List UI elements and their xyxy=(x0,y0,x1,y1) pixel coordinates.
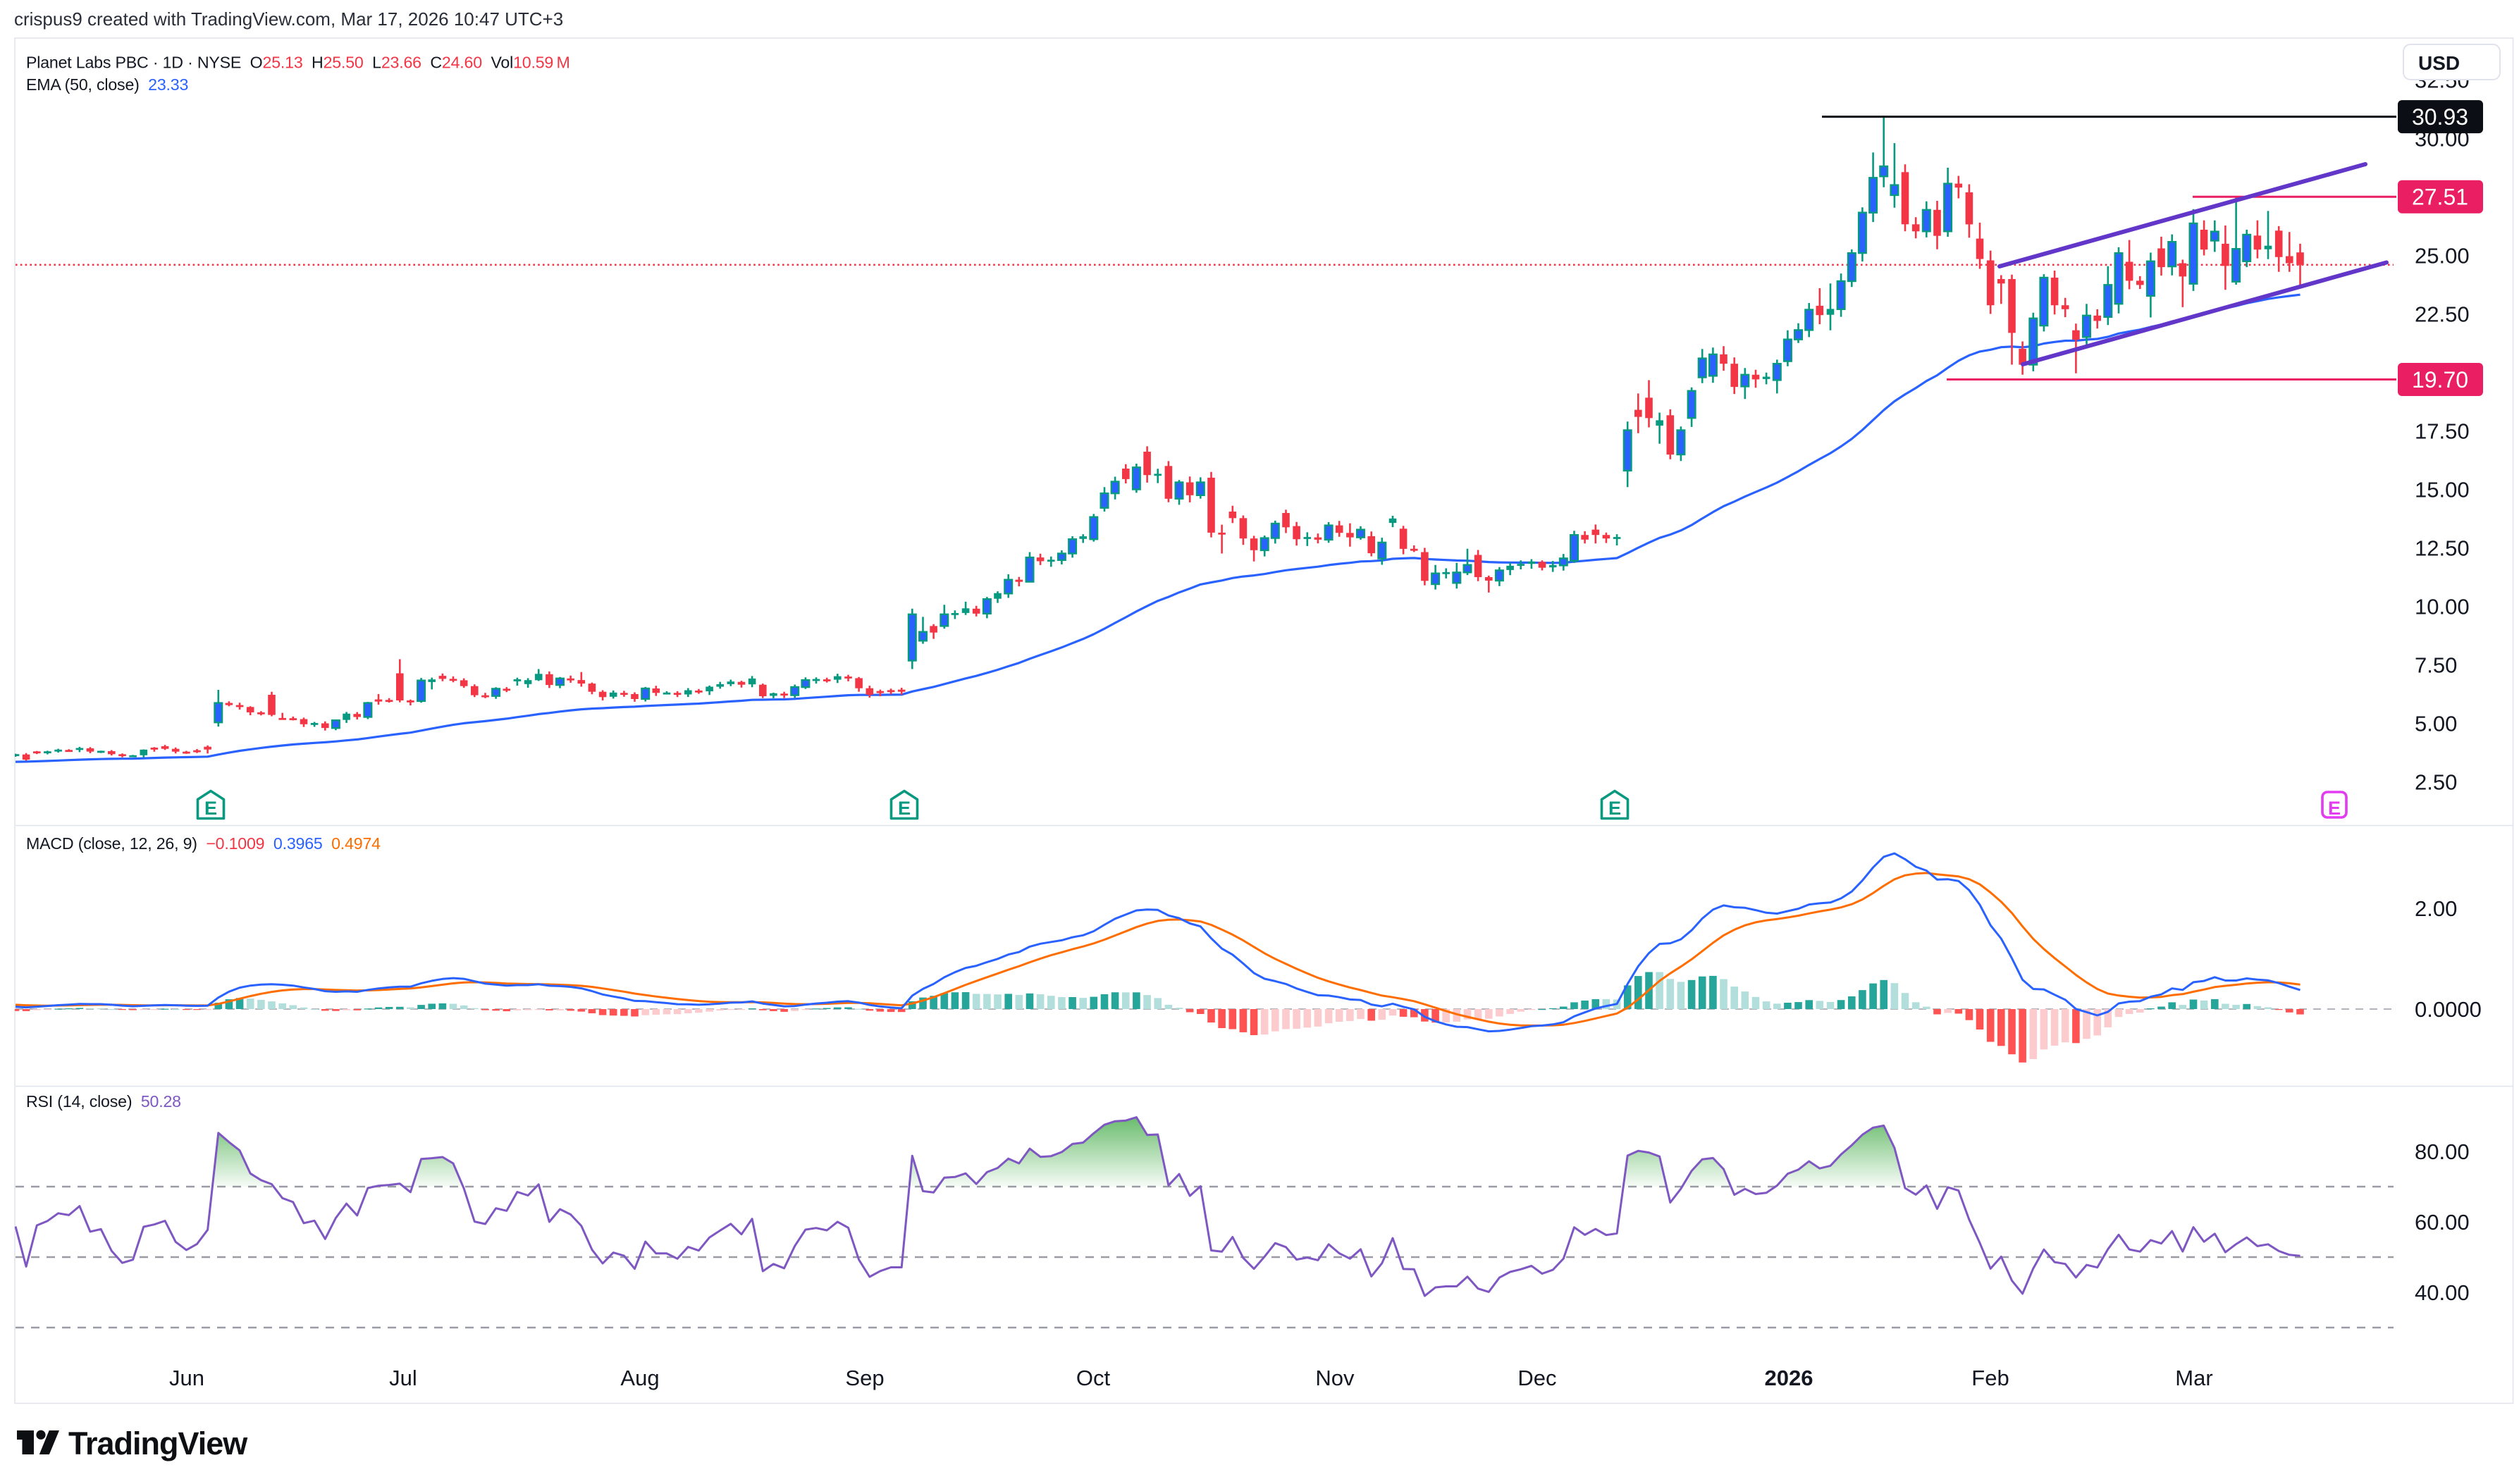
svg-text:2.00: 2.00 xyxy=(2415,896,2457,921)
svg-text:15.00: 15.00 xyxy=(2415,478,2470,502)
svg-text:7.50: 7.50 xyxy=(2415,653,2457,678)
svg-text:19.70: 19.70 xyxy=(2412,367,2468,392)
svg-text:EMA (50, close) 23.33: EMA (50, close) 23.33 xyxy=(26,75,188,94)
svg-text:27.51: 27.51 xyxy=(2412,185,2468,210)
svg-text:USD: USD xyxy=(2418,52,2460,74)
svg-text:Jul: Jul xyxy=(389,1366,417,1390)
svg-text:Aug: Aug xyxy=(620,1366,659,1390)
svg-text:crispus9 created with TradingV: crispus9 created with TradingView.com, M… xyxy=(14,8,563,30)
svg-text:0.0000: 0.0000 xyxy=(2415,997,2482,1022)
svg-text:E: E xyxy=(898,798,911,819)
svg-text:60.00: 60.00 xyxy=(2415,1210,2470,1235)
svg-text:E: E xyxy=(1608,798,1621,819)
svg-text:80.00: 80.00 xyxy=(2415,1139,2470,1164)
svg-text:E: E xyxy=(204,798,217,819)
svg-text:Feb: Feb xyxy=(1971,1366,2009,1390)
svg-text:10.00: 10.00 xyxy=(2415,595,2470,619)
svg-text:22.50: 22.50 xyxy=(2415,302,2470,327)
svg-text:RSI (14, close) 50.28: RSI (14, close) 50.28 xyxy=(26,1092,181,1111)
svg-text:12.50: 12.50 xyxy=(2415,536,2470,561)
svg-text:Sep: Sep xyxy=(845,1366,884,1390)
svg-text:17.50: 17.50 xyxy=(2415,419,2470,444)
svg-text:Nov: Nov xyxy=(1315,1366,1355,1390)
svg-text:2.50: 2.50 xyxy=(2415,770,2457,795)
svg-text:2026: 2026 xyxy=(1765,1366,1813,1390)
svg-text:Mar: Mar xyxy=(2175,1366,2212,1390)
svg-text:5.00: 5.00 xyxy=(2415,712,2457,736)
svg-text:25.00: 25.00 xyxy=(2415,244,2470,268)
svg-text:Planet Labs PBC · 1D · NYSE O: Planet Labs PBC · 1D · NYSE O25.13 H25.5… xyxy=(26,54,570,72)
svg-text:MACD (close, 12, 26, 9) −0.10: MACD (close, 12, 26, 9) −0.1009 0.3965 0… xyxy=(26,834,381,853)
svg-text:40.00: 40.00 xyxy=(2415,1280,2470,1305)
svg-text:TradingView: TradingView xyxy=(68,1426,248,1461)
svg-text:Oct: Oct xyxy=(1076,1366,1111,1390)
svg-text:Jun: Jun xyxy=(169,1366,204,1390)
svg-text:E: E xyxy=(2328,798,2341,819)
svg-text:Dec: Dec xyxy=(1517,1366,1556,1390)
svg-text:30.93: 30.93 xyxy=(2412,104,2468,130)
